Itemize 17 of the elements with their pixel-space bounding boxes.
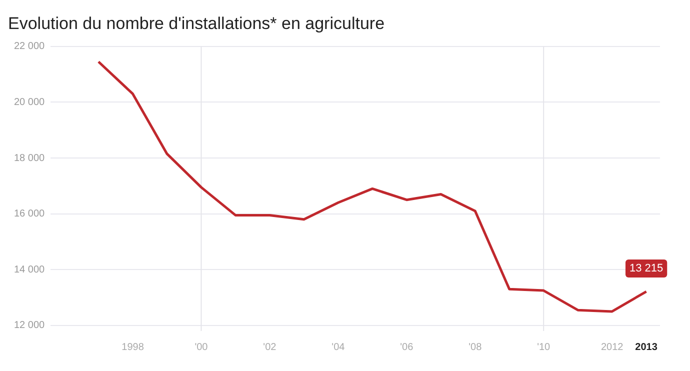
x-tick-label: '00 xyxy=(194,342,208,353)
y-tick-label: 16 000 xyxy=(14,208,46,220)
x-tick-label: '04 xyxy=(332,342,346,353)
data-label: 13 215 xyxy=(629,262,664,275)
y-tick-label: 20 000 xyxy=(14,96,46,108)
x-tick-label: 1998 xyxy=(122,342,144,353)
x-tick-label: '08 xyxy=(468,342,482,353)
y-tick-label: 14 000 xyxy=(14,264,46,276)
y-tick-label: 12 000 xyxy=(14,320,46,332)
x-tick-label: '10 xyxy=(537,342,551,353)
x-tick-label: '06 xyxy=(400,342,414,353)
chart-title: Evolution du nombre d'installations* en agriculture xyxy=(8,14,385,33)
x-tick-label: 2013 xyxy=(635,342,658,353)
x-tick-label: 2012 xyxy=(600,342,624,353)
y-tick-label: 22 000 xyxy=(14,41,46,52)
y-tick-label: 18 000 xyxy=(14,152,46,164)
x-tick-label: '02 xyxy=(263,342,277,353)
